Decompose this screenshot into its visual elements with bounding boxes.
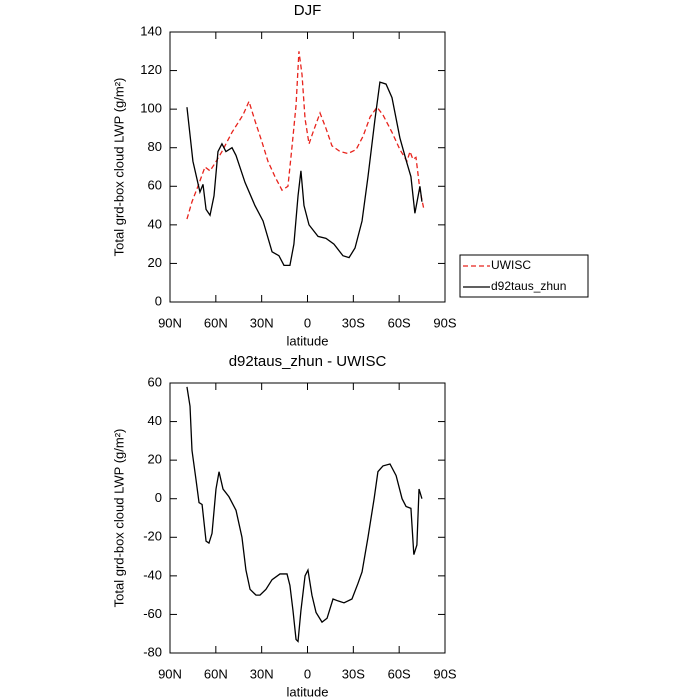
x-tick-label: 90N <box>158 315 182 330</box>
chart-title: d92taus_zhun - UWISC <box>229 353 387 370</box>
y-axis-label: Total grd-box cloud LWP (g/m²) <box>111 78 126 257</box>
data-line <box>186 386 423 643</box>
y-tick-label: 0 <box>155 293 162 308</box>
data-line <box>186 51 425 220</box>
legend-box <box>459 254 589 298</box>
x-tick-label: 30N <box>250 315 274 330</box>
y-tick-label: 60 <box>148 178 162 193</box>
y-tick-label: -80 <box>143 644 162 659</box>
x-tick-label: 0 <box>304 666 311 681</box>
x-tick-label: 0 <box>304 315 311 330</box>
x-tick-label: 90S <box>433 315 456 330</box>
legend-label: UWISC <box>491 258 531 272</box>
plot-frame <box>169 382 446 654</box>
y-tick-label: 20 <box>148 255 162 270</box>
y-tick-label: 60 <box>148 374 162 389</box>
y-tick-label: 140 <box>140 23 162 38</box>
x-tick-label: 30S <box>342 666 365 681</box>
x-axis-label: latitude <box>287 684 329 699</box>
x-axis-label: latitude <box>287 333 329 348</box>
plot-frame <box>169 31 446 303</box>
x-tick-label: 30N <box>250 666 274 681</box>
y-tick-label: -60 <box>143 606 162 621</box>
x-tick-label: 30S <box>342 315 365 330</box>
x-tick-label: 90S <box>433 666 456 681</box>
y-axis-label: Total grd-box cloud LWP (g/m²) <box>111 429 126 608</box>
y-tick-label: -20 <box>143 529 162 544</box>
y-tick-label: 100 <box>140 101 162 116</box>
y-tick-label: 120 <box>140 62 162 77</box>
y-tick-label: 40 <box>148 216 162 231</box>
y-tick-label: 20 <box>148 452 162 467</box>
x-tick-label: 60N <box>204 315 228 330</box>
y-tick-label: 0 <box>155 490 162 505</box>
x-tick-label: 60S <box>388 315 411 330</box>
data-line <box>186 81 423 267</box>
x-tick-label: 60N <box>204 666 228 681</box>
x-tick-label: 60S <box>388 666 411 681</box>
y-tick-label: -40 <box>143 567 162 582</box>
y-tick-label: 80 <box>148 139 162 154</box>
legend-label: d92taus_zhun <box>491 279 566 293</box>
x-tick-label: 90N <box>158 666 182 681</box>
chart-title: DJF <box>294 2 322 19</box>
y-tick-label: 40 <box>148 413 162 428</box>
